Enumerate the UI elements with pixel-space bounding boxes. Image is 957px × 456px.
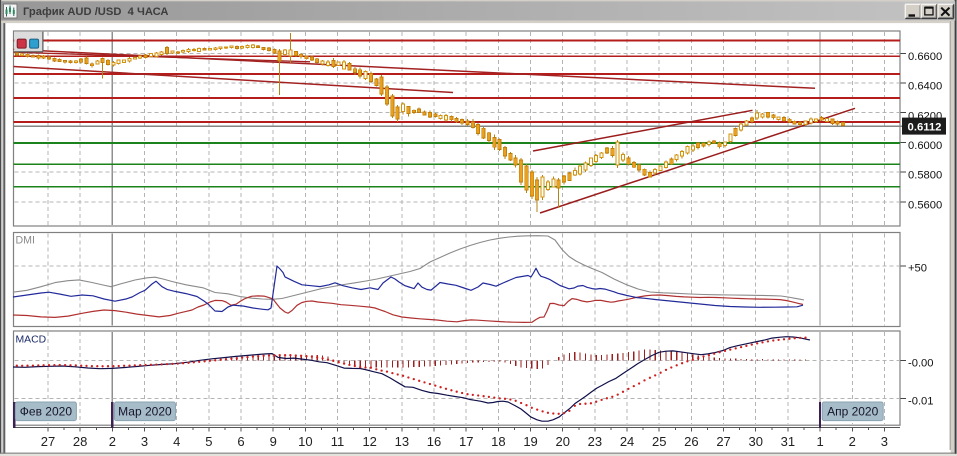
svg-text:2: 2 [109,434,116,449]
svg-text:0.6000: 0.6000 [908,140,942,152]
svg-text:16: 16 [427,434,441,449]
svg-text:13: 13 [395,434,409,449]
svg-text:5: 5 [205,434,212,449]
svg-text:0.6600: 0.6600 [908,51,942,63]
svg-text:1: 1 [816,434,823,449]
svg-text:0.5800: 0.5800 [908,170,942,182]
svg-text:Фев 2020: Фев 2020 [20,405,73,419]
svg-text:Мар 2020: Мар 2020 [118,405,172,419]
svg-text:9: 9 [270,434,277,449]
svg-text:-0.01: -0.01 [908,396,934,408]
svg-text:0.6400: 0.6400 [908,81,942,93]
svg-text:18: 18 [491,434,505,449]
svg-text:27: 27 [716,434,730,449]
svg-text:DMI: DMI [16,234,35,246]
svg-text:30: 30 [749,434,763,449]
svg-text:23: 23 [588,434,602,449]
svg-text:11: 11 [331,434,345,449]
svg-text:26: 26 [684,434,698,449]
svg-text:0.5600: 0.5600 [908,199,942,211]
svg-text:10: 10 [298,434,312,449]
svg-text:31: 31 [781,434,795,449]
svg-text:17: 17 [459,434,473,449]
svg-text:28: 28 [73,434,87,449]
svg-text:+50: +50 [908,263,927,275]
svg-text:2: 2 [849,434,856,449]
svg-text:MACD: MACD [16,334,47,345]
svg-text:25: 25 [652,434,666,449]
svg-text:3: 3 [141,434,148,449]
svg-text:3: 3 [881,434,888,449]
svg-text:6: 6 [237,434,244,449]
svg-text:График AUD /USD 4 ЧАСА: График AUD /USD 4 ЧАСА [23,6,169,18]
svg-text:0.6112: 0.6112 [908,121,942,133]
svg-text:4: 4 [173,434,180,449]
svg-text:20: 20 [555,434,569,449]
svg-text:12: 12 [362,434,376,449]
svg-text:-0.00: -0.00 [908,358,934,370]
svg-text:27: 27 [41,434,55,449]
svg-text:24: 24 [620,434,634,449]
svg-text:19: 19 [523,434,537,449]
svg-text:Апр 2020: Апр 2020 [827,405,879,419]
